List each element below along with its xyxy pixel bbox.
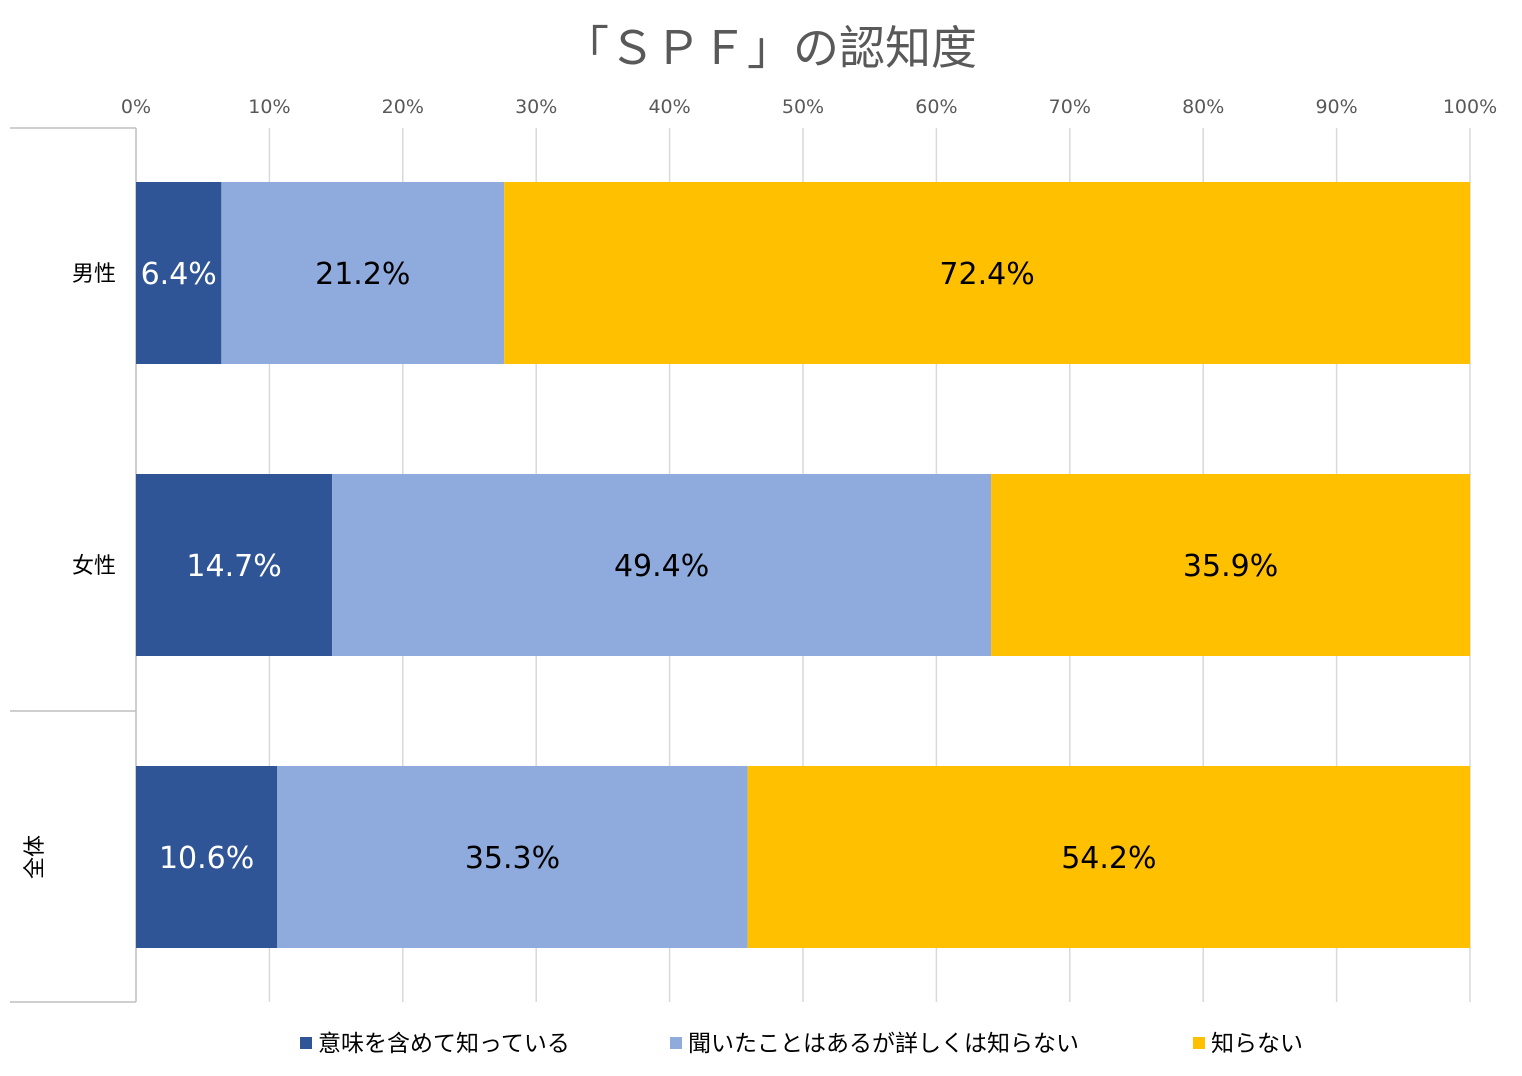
bar-segment — [136, 766, 278, 948]
x-tick-label: 30% — [515, 96, 557, 118]
bar-segment — [221, 182, 505, 364]
legend-swatch — [670, 1037, 682, 1049]
bar-segment — [332, 474, 992, 656]
x-tick-label: 60% — [915, 96, 957, 118]
legend-label: 意味を含めて知っている — [318, 1031, 570, 1057]
data-label: 35.3% — [465, 841, 560, 876]
legend-label: 聞いたことはあるが詳しくは知らない — [688, 1031, 1079, 1057]
category-label: 女性 — [72, 554, 116, 579]
data-label: 54.2% — [1061, 841, 1156, 876]
data-label: 6.4% — [141, 257, 217, 292]
bar-segment — [747, 766, 1470, 948]
x-tick-label: 50% — [782, 96, 824, 118]
category-label: 男性 — [72, 262, 116, 287]
x-tick-label: 10% — [248, 96, 290, 118]
data-label: 14.7% — [186, 549, 281, 584]
bar-segment — [136, 474, 333, 656]
x-tick-label: 40% — [648, 96, 690, 118]
legend-swatch — [1193, 1037, 1205, 1049]
data-label: 35.9% — [1183, 549, 1278, 584]
legend-swatch — [300, 1037, 312, 1049]
x-tick-label: 80% — [1182, 96, 1224, 118]
data-label: 21.2% — [315, 257, 410, 292]
category-label: 全体 — [23, 835, 48, 879]
x-tick-label: 70% — [1049, 96, 1091, 118]
data-label: 72.4% — [939, 257, 1034, 292]
bar-segment — [136, 182, 222, 364]
bar-segment — [504, 182, 1471, 364]
x-tick-label: 100% — [1443, 96, 1497, 118]
x-tick-label: 20% — [382, 96, 424, 118]
chart-title: 「ＳＰＦ」の認知度 — [563, 21, 977, 75]
data-label: 10.6% — [159, 841, 254, 876]
data-label: 49.4% — [614, 549, 709, 584]
x-tick-label: 90% — [1315, 96, 1357, 118]
bar-segment — [277, 766, 748, 948]
legend-label: 知らない — [1211, 1031, 1303, 1057]
bars — [136, 182, 1471, 948]
legend: 意味を含めて知っている 聞いたことはあるが詳しくは知らない 知らない — [300, 1031, 1303, 1057]
x-tick-label: 0% — [121, 96, 151, 118]
data-labels: 6.4% 21.2% 72.4% 14.7% 49.4% 35.9% 10.6% 35.3% 5… — [141, 257, 1279, 876]
x-axis-ticks: 0% 10% 20% 30% 40% 50% 60% 70% 80% 90% 100% — [121, 96, 1497, 118]
bar-segment — [991, 474, 1470, 656]
